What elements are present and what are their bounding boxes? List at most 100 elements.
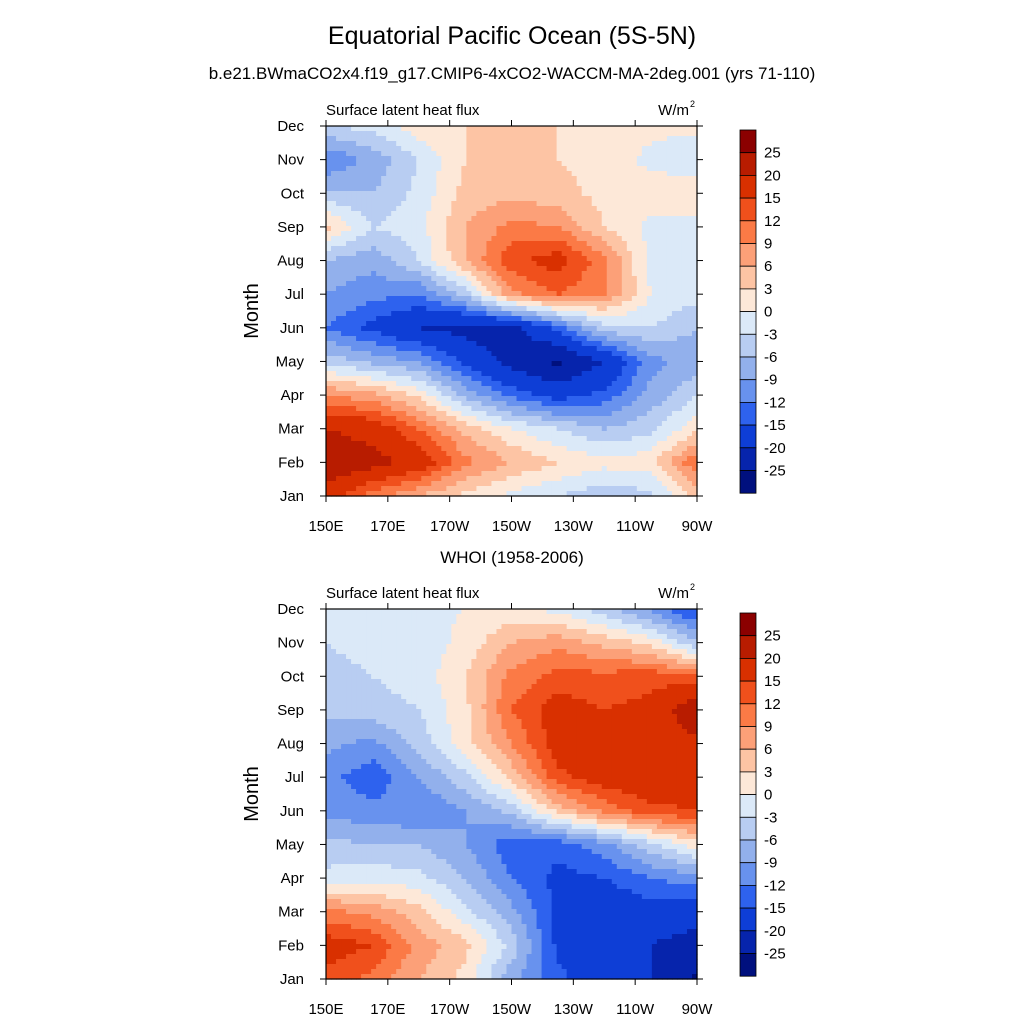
- heatmap-cell: [586, 426, 593, 432]
- heatmap-cell: [676, 186, 683, 192]
- heatmap-cell: [351, 396, 357, 402]
- heatmap-cell: [406, 281, 412, 287]
- heatmap-cell: [491, 271, 498, 277]
- heatmap-cell: [566, 291, 573, 297]
- heatmap-cell: [646, 141, 653, 147]
- heatmap-cell: [521, 361, 528, 367]
- heatmap-cell: [471, 296, 477, 302]
- heatmap-cell: [506, 411, 513, 417]
- heatmap-cell: [626, 326, 633, 332]
- heatmap-cell: [501, 371, 508, 377]
- heatmap-cell: [691, 136, 698, 142]
- heatmap-cell: [471, 211, 477, 217]
- heatmap-cell: [526, 431, 533, 437]
- heatmap-cell: [641, 276, 648, 282]
- heatmap-cell: [496, 321, 503, 327]
- heatmap-cell: [351, 341, 357, 347]
- heatmap-cell: [431, 191, 437, 197]
- heatmap-cell: [601, 266, 608, 272]
- heatmap-cell: [536, 306, 543, 312]
- heatmap-cell: [411, 171, 417, 177]
- heatmap-cell: [666, 311, 673, 317]
- heatmap-cell: [541, 141, 548, 147]
- heatmap-cell: [356, 326, 362, 332]
- heatmap-cell: [626, 251, 633, 257]
- heatmap-cell: [506, 211, 513, 217]
- heatmap-cell: [666, 131, 673, 137]
- heatmap-cell: [426, 246, 432, 252]
- heatmap-cell: [496, 236, 503, 242]
- heatmap-cell: [651, 316, 658, 322]
- heatmap-cell: [536, 401, 543, 407]
- heatmap-cell: [586, 436, 593, 442]
- heatmap-cell: [676, 176, 683, 182]
- heatmap-cell: [501, 401, 508, 407]
- heatmap-cell: [391, 336, 397, 342]
- heatmap-cell: [581, 171, 588, 177]
- heatmap-cell: [496, 381, 503, 387]
- heatmap-cell: [581, 331, 588, 337]
- heatmap-cell: [566, 426, 573, 432]
- heatmap-cell: [646, 201, 653, 207]
- heatmap-cell: [526, 386, 533, 392]
- heatmap-cell: [366, 356, 372, 362]
- heatmap-cell: [391, 276, 397, 282]
- heatmap-cell: [586, 381, 593, 387]
- heatmap-cell: [336, 201, 342, 207]
- heatmap-cell: [401, 146, 407, 152]
- heatmap-cell: [646, 431, 653, 437]
- heatmap-cell: [576, 336, 583, 342]
- heatmap-cell: [681, 226, 688, 232]
- heatmap-cell: [396, 421, 402, 427]
- heatmap-cell: [591, 206, 598, 212]
- heatmap-cell: [536, 371, 543, 377]
- heatmap-cell: [671, 436, 678, 442]
- heatmap-cell: [571, 386, 578, 392]
- heatmap-cell: [416, 291, 422, 297]
- heatmap-cell: [391, 401, 397, 407]
- heatmap-cell: [536, 446, 543, 452]
- heatmap-cell: [396, 281, 402, 287]
- heatmap-cell: [406, 246, 412, 252]
- heatmap-cell: [691, 391, 698, 397]
- heatmap-cell: [491, 146, 498, 152]
- heatmap-cell: [401, 266, 407, 272]
- heatmap-cell: [326, 461, 332, 467]
- heatmap-cell: [581, 316, 588, 322]
- heatmap-cell: [676, 351, 683, 357]
- heatmap-cell: [326, 356, 332, 362]
- heatmap-cell: [631, 381, 638, 387]
- heatmap-cell: [546, 331, 553, 337]
- heatmap-cell: [361, 371, 367, 377]
- heatmap-cell: [371, 181, 377, 187]
- heatmap-cell: [561, 196, 568, 202]
- heatmap-cell: [536, 346, 543, 352]
- heatmap-cell: [536, 326, 543, 332]
- heatmap-cell: [361, 296, 367, 302]
- heatmap-cell: [551, 411, 558, 417]
- heatmap-cell: [461, 371, 467, 377]
- heatmap-cell: [331, 266, 337, 272]
- heatmap-cell: [601, 186, 608, 192]
- heatmap-cell: [511, 446, 518, 452]
- heatmap-cell: [481, 276, 488, 282]
- heatmap-cell: [376, 386, 382, 392]
- heatmap-cell: [426, 436, 432, 442]
- heatmap-cell: [476, 381, 483, 387]
- heatmap-cell: [586, 246, 593, 252]
- heatmap-cell: [361, 181, 367, 187]
- heatmap-cell: [651, 176, 658, 182]
- heatmap-cell: [571, 441, 578, 447]
- heatmap-cell: [551, 196, 558, 202]
- heatmap-cell: [356, 211, 362, 217]
- heatmap-cell: [511, 206, 518, 212]
- heatmap-cell: [526, 346, 533, 352]
- heatmap-cell: [636, 296, 643, 302]
- heatmap-cell: [336, 436, 342, 442]
- heatmap-cell: [546, 336, 553, 342]
- heatmap-cell: [501, 246, 508, 252]
- heatmap-cell: [656, 401, 663, 407]
- heatmap-cell: [691, 336, 698, 342]
- heatmap-cell: [401, 201, 407, 207]
- heatmap-cell: [541, 236, 548, 242]
